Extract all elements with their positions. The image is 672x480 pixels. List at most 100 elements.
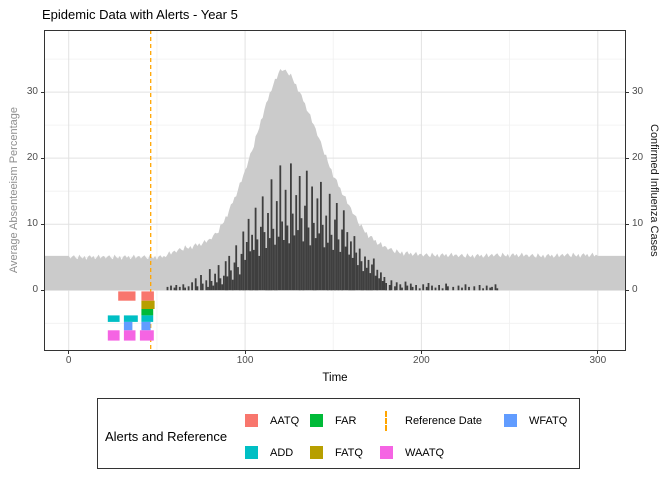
legend-label-fatq: FATQ	[335, 446, 363, 459]
y-tick-mark-left	[41, 223, 44, 225]
alert-tile-aatq	[118, 291, 136, 301]
influenza-case-bar	[207, 286, 209, 291]
influenza-case-bar	[339, 251, 342, 291]
influenza-case-bar	[461, 287, 463, 291]
y-tick-mark-right	[626, 157, 629, 159]
influenza-case-bar	[344, 246, 347, 291]
influenza-case-bar	[265, 248, 268, 291]
influenza-case-bar	[219, 278, 222, 291]
influenza-case-bar	[318, 233, 320, 291]
influenza-case-bar	[226, 276, 229, 291]
plot-svg	[44, 30, 626, 351]
legend-label-waatq: WAATQ	[405, 446, 445, 459]
influenza-case-bar	[228, 255, 231, 291]
influenza-case-bar	[365, 267, 368, 291]
influenza-case-bar	[357, 265, 359, 291]
influenza-case-bar	[298, 176, 301, 291]
influenza-case-bar	[320, 181, 322, 291]
influenza-case-bar	[341, 229, 343, 291]
influenza-case-bar	[473, 286, 476, 291]
x-tick-label: 200	[413, 355, 430, 366]
influenza-case-bar	[231, 279, 234, 291]
color-swatch-icon	[244, 446, 258, 459]
influenza-case-bar	[353, 236, 356, 291]
influenza-case-bar	[200, 275, 202, 291]
influenza-case-bar	[406, 285, 409, 291]
influenza-case-bar	[411, 286, 414, 291]
influenza-case-bar	[196, 286, 199, 291]
influenza-case-bar	[300, 218, 303, 291]
influenza-case-bar	[332, 249, 335, 291]
legend-key-reference-date	[379, 410, 393, 431]
influenza-case-bar	[358, 248, 361, 291]
influenza-case-bar	[321, 224, 324, 291]
legend-label-wfatq: WFATQ	[529, 414, 568, 427]
y-tick-label-left: 10	[26, 218, 38, 230]
influenza-case-bar	[383, 277, 386, 291]
influenza-case-bar	[494, 284, 497, 291]
influenza-case-bar	[205, 280, 208, 291]
influenza-case-bar	[468, 286, 470, 291]
influenza-case-bar	[362, 271, 365, 291]
influenza-case-bar	[247, 218, 250, 291]
influenza-case-bar	[244, 259, 246, 291]
influenza-case-bar	[346, 232, 349, 291]
influenza-case-bar	[337, 239, 340, 291]
influenza-case-bar	[214, 273, 216, 291]
influenza-case-bar	[191, 282, 193, 291]
influenza-case-bar	[166, 286, 169, 291]
influenza-case-bar	[256, 239, 259, 291]
influenza-case-bar	[281, 221, 283, 291]
legend-entry-waatq: WAATQ	[379, 446, 503, 460]
influenza-case-bar	[438, 285, 440, 291]
influenza-case-bar	[305, 170, 308, 291]
influenza-case-bar	[434, 287, 437, 291]
influenza-case-bar	[240, 253, 243, 291]
alert-tile-aatq	[141, 291, 154, 301]
influenza-case-bar	[395, 282, 398, 291]
y-axis-title-right-text: Confirmed Influenza Cases	[648, 124, 660, 257]
influenza-case-bar	[258, 255, 261, 291]
y-tick-mark-left	[41, 289, 44, 291]
x-tick-mark	[68, 351, 70, 354]
color-swatch-icon	[503, 414, 517, 427]
influenza-case-bar	[452, 286, 455, 291]
legend-label-far: FAR	[335, 414, 357, 427]
legend-key-add	[244, 446, 258, 460]
y-tick-mark-left	[41, 157, 44, 159]
influenza-case-bar	[215, 282, 218, 291]
legend-label-aatq: AATQ	[270, 414, 300, 427]
influenza-case-bar	[224, 261, 227, 291]
y-tick-label-right: 30	[632, 86, 644, 98]
legend-entry-far: FAR	[309, 414, 379, 428]
influenza-case-bar	[478, 285, 481, 291]
y-axis-title-left-text: Average Absenteeism Percentage	[8, 107, 20, 274]
influenza-case-bar	[489, 287, 492, 291]
influenza-case-bar	[388, 285, 391, 291]
influenza-case-bar	[173, 287, 176, 291]
y-tick-mark-right	[626, 223, 629, 225]
alert-tile-waatq	[139, 330, 154, 341]
influenza-case-bar	[367, 259, 370, 291]
influenza-case-bar	[441, 288, 444, 291]
influenza-case-bar	[254, 207, 257, 291]
influenza-case-bar	[272, 228, 275, 291]
influenza-case-bar	[312, 222, 315, 291]
y-axis-title-right: Confirmed Influenza Cases	[646, 30, 662, 351]
legend-box: Alerts and Reference AATQ ADD FAR FATQ Refer…	[97, 398, 580, 469]
influenza-case-bar	[425, 286, 428, 291]
influenza-case-bar	[311, 186, 313, 291]
alert-tile-add	[123, 315, 138, 322]
legend-label-add: ADD	[270, 446, 294, 459]
y-tick-label-left: 20	[26, 152, 38, 164]
chart-title: Epidemic Data with Alerts - Year 5	[42, 7, 238, 22]
influenza-case-bar	[314, 238, 317, 291]
influenza-case-bar	[221, 284, 223, 291]
influenza-case-bar	[409, 283, 412, 291]
absenteeism-area	[44, 69, 626, 291]
legend-label-reference-date: Reference Date	[405, 414, 483, 427]
legend-key-waatq	[379, 446, 393, 460]
legend-key-fatq	[309, 446, 323, 460]
y-tick-mark-right	[626, 91, 629, 93]
influenza-case-bar	[238, 274, 241, 291]
